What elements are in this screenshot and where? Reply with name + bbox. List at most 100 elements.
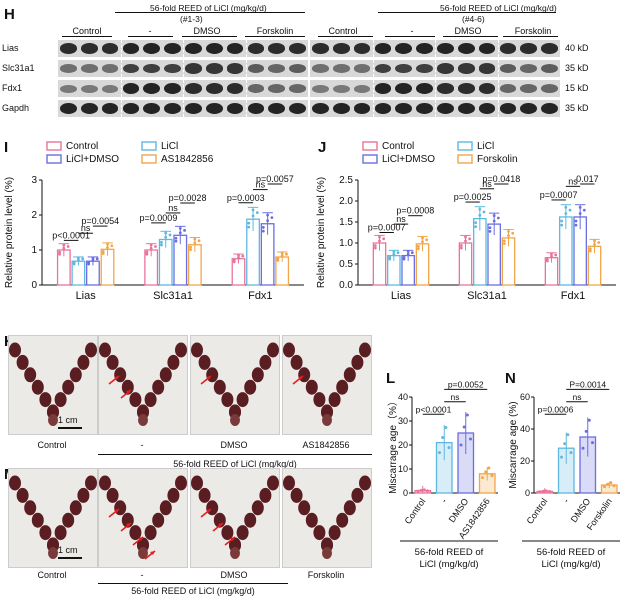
p-value-label: p=0.0003 xyxy=(227,193,265,203)
data-point xyxy=(91,258,95,262)
photo-k-bracket xyxy=(98,454,372,455)
data-point xyxy=(266,219,270,223)
data-point xyxy=(247,225,251,229)
p-value-label: ns xyxy=(482,179,492,189)
embryo-bead xyxy=(62,379,75,395)
data-point xyxy=(62,246,66,250)
blot-band xyxy=(205,83,223,94)
data-point xyxy=(438,451,441,455)
embryo-bead xyxy=(259,487,272,503)
blot-band xyxy=(289,43,306,54)
data-point xyxy=(502,239,506,243)
data-point xyxy=(566,433,570,437)
blot-band xyxy=(312,43,329,54)
data-point xyxy=(402,255,406,259)
data-point xyxy=(189,248,192,251)
data-point xyxy=(469,437,472,441)
photo-k-scale-label: 1 cm xyxy=(58,415,78,425)
blot-band xyxy=(185,43,202,54)
data-point xyxy=(538,490,542,494)
embryo-bead xyxy=(167,487,180,503)
data-point xyxy=(474,221,478,225)
embryo-bead xyxy=(167,354,180,370)
uterus-drawing xyxy=(99,342,187,426)
footer-label: LiCl (mg/kg/d) xyxy=(541,559,600,570)
data-point xyxy=(612,484,616,488)
blot-band xyxy=(247,103,265,114)
embryo-bead xyxy=(77,487,90,503)
embryo-bead xyxy=(267,475,279,491)
embryo-bead xyxy=(336,512,349,528)
data-point xyxy=(606,482,610,486)
cervix xyxy=(230,547,240,559)
y-tick-label: 1 xyxy=(31,245,37,256)
embryo-bead xyxy=(236,392,249,408)
photo-m-caption-licl: - xyxy=(140,570,144,580)
embryo-bead xyxy=(99,342,111,358)
blot-band xyxy=(478,103,496,114)
blot-divider xyxy=(435,100,436,117)
chart-i: Control LiCl LiCl+DMSO AS1842856 0 1 2 3 Relativ… xyxy=(4,141,304,302)
blot-band xyxy=(101,84,119,93)
data-point xyxy=(548,490,551,494)
blot-strip xyxy=(58,80,308,97)
uterus-photo xyxy=(98,335,188,435)
embryo-bead xyxy=(99,475,111,491)
embryo-bead xyxy=(236,525,249,541)
red-arrow-head xyxy=(230,537,235,541)
data-point xyxy=(587,418,591,422)
embryo-bead xyxy=(114,367,127,383)
data-point xyxy=(574,219,578,223)
data-point xyxy=(91,256,95,260)
blot-band xyxy=(247,64,265,73)
data-point xyxy=(564,212,568,215)
uterus-drawing xyxy=(283,342,371,426)
data-point xyxy=(609,481,613,485)
embryo-bead xyxy=(244,379,257,395)
embryo-bead xyxy=(198,354,211,370)
cervix xyxy=(322,414,332,426)
data-point xyxy=(410,251,414,255)
blot-band xyxy=(437,103,454,114)
data-point xyxy=(588,249,592,253)
red-arrow-head xyxy=(114,509,119,513)
data-point xyxy=(241,254,245,258)
footer-label: LiCl (mg/kg/d) xyxy=(419,559,478,570)
p-value-label: ns xyxy=(451,392,460,402)
data-point xyxy=(416,247,420,251)
blot-band xyxy=(437,83,454,94)
blot-band xyxy=(478,63,496,74)
embryo-bead xyxy=(206,367,219,383)
blot-divider xyxy=(497,100,499,117)
data-point xyxy=(106,242,109,246)
y-tick-label: 2.5 xyxy=(339,175,353,186)
blot-band xyxy=(101,64,119,73)
blot-band xyxy=(289,64,306,73)
y-tick-label: 1.0 xyxy=(339,238,353,249)
blot-band xyxy=(268,64,286,73)
cervix xyxy=(138,414,148,426)
data-point xyxy=(459,244,463,247)
blot-band xyxy=(499,64,517,73)
data-point xyxy=(378,239,381,243)
uterus-photo xyxy=(282,335,372,435)
red-arrow-head xyxy=(206,376,211,380)
cervix xyxy=(322,547,332,559)
red-arrow-head xyxy=(150,551,155,555)
blot-left-bracket xyxy=(115,12,305,13)
photo-k-caption-dmso: DMSO xyxy=(220,440,248,450)
blot-group-licl-right: - xyxy=(410,26,414,36)
embryo-bead xyxy=(290,354,303,370)
data-point xyxy=(581,446,585,450)
embryo-bead xyxy=(69,500,82,516)
embryo-bead xyxy=(328,525,341,541)
data-point xyxy=(492,214,496,217)
data-point xyxy=(462,425,466,429)
blot-strip xyxy=(58,40,308,57)
blot-band xyxy=(374,43,392,54)
embryo-bead xyxy=(114,500,127,516)
y-tick-label: 10 xyxy=(398,464,408,474)
blot-band xyxy=(122,83,140,94)
data-point xyxy=(564,206,568,209)
legend-swatch xyxy=(457,154,473,164)
